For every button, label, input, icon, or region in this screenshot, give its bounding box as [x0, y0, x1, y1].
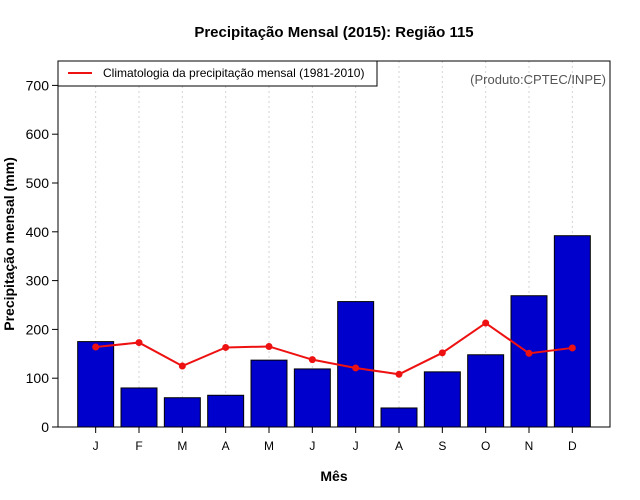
y-tick-label: 200 [26, 321, 50, 337]
climatology-point [92, 343, 100, 351]
x-tick-label: F [135, 439, 142, 453]
legend-entry-climatology: Climatologia da precipitação mensal (198… [103, 66, 364, 80]
y-axis-label: Precipitação mensal (mm) [1, 157, 17, 331]
bar [337, 301, 375, 428]
bar [163, 397, 201, 428]
bar [250, 359, 288, 428]
y-axis: 0 100 200 300 400 500 600 700 [26, 77, 58, 435]
climatology-point [308, 356, 316, 364]
bars-group [77, 235, 591, 428]
bar [293, 368, 331, 428]
bar [77, 341, 115, 428]
climatology-point [178, 362, 186, 370]
x-tick-label: M [264, 439, 274, 453]
x-tick-label: M [177, 439, 187, 453]
y-tick-label: 700 [26, 77, 50, 93]
x-axis-label: Mês [320, 468, 347, 484]
climatology-point [438, 349, 446, 357]
bar [467, 354, 505, 428]
climatology-point [568, 344, 576, 352]
climatology-point [352, 364, 360, 372]
y-tick-label: 500 [26, 175, 50, 191]
y-tick-label: 300 [26, 273, 50, 289]
y-tick-label: 0 [41, 419, 49, 435]
y-tick-label: 600 [26, 126, 50, 142]
y-tick-label: 400 [26, 224, 50, 240]
bar [510, 295, 548, 428]
x-tick-label: D [568, 439, 577, 453]
y-tick-label: 100 [26, 370, 50, 386]
x-tick-label: J [353, 439, 359, 453]
climatology-point [395, 370, 403, 378]
climatology-point [135, 339, 143, 347]
climatology-line [95, 321, 573, 376]
bar [380, 407, 418, 428]
bar [553, 235, 591, 428]
x-tick-label: S [438, 439, 446, 453]
legend-box [57, 60, 378, 87]
climatology-point [525, 349, 533, 357]
bar [120, 387, 158, 428]
x-tick-label: A [222, 439, 230, 453]
bar [207, 394, 245, 428]
legend: Climatologia da precipitação mensal (198… [57, 60, 378, 87]
x-tick-label: A [395, 439, 403, 453]
climatology-point [482, 319, 490, 327]
climatology-point [222, 343, 230, 351]
source-annotation: (Produto:CPTEC/INPE) [470, 72, 606, 87]
x-tick-label: N [525, 439, 534, 453]
chart-title: Precipitação Mensal (2015): Região 115 [194, 24, 473, 41]
bar [423, 371, 461, 428]
x-tick-label: J [309, 439, 315, 453]
x-tick-label: O [481, 439, 490, 453]
climatology-line-group [92, 319, 576, 378]
x-tick-label: J [93, 439, 99, 453]
climatology-point [265, 342, 273, 350]
